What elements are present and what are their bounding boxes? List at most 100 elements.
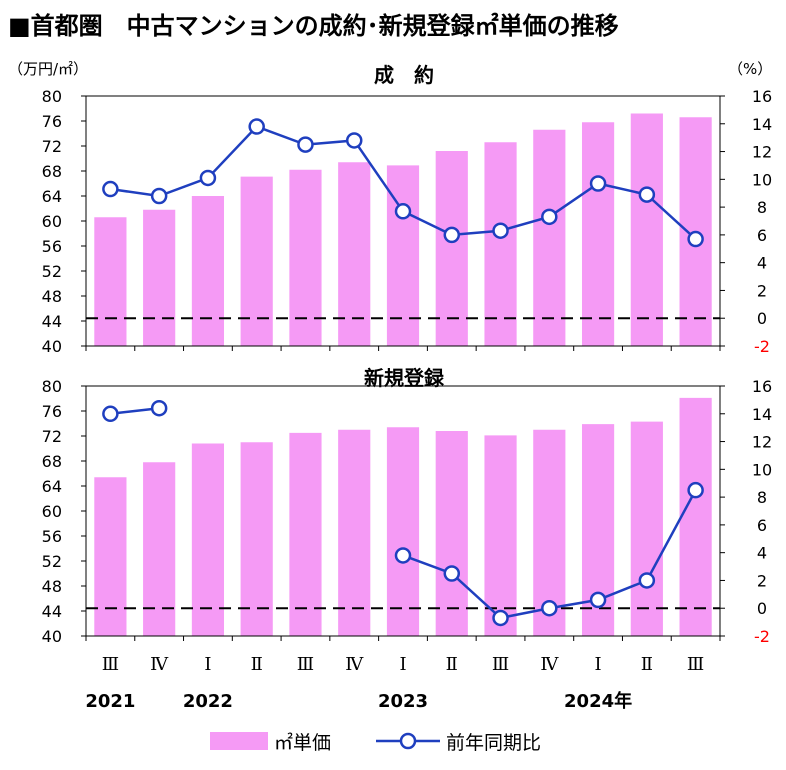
contract-right-tick-label: 6 xyxy=(757,226,767,245)
contract-left-tick-label: 68 xyxy=(42,162,62,181)
new-listing-left-tick-label: 48 xyxy=(42,577,62,596)
x-year-label: 2023 xyxy=(378,691,428,712)
legend-bar-label: ㎡単価 xyxy=(274,731,332,754)
x-category-label: Ⅳ xyxy=(540,654,559,675)
new-listing-bar xyxy=(338,429,371,636)
contract-left-tick-label: 76 xyxy=(42,112,62,131)
new-listing-bar xyxy=(484,435,517,636)
new-listing-right-tick-label: 6 xyxy=(757,516,767,535)
x-category-label: Ⅱ xyxy=(251,654,263,675)
contract-yoy-point xyxy=(345,132,363,149)
new-listing-left-tick-label: 44 xyxy=(42,602,62,621)
contract-right-tick-label: -2 xyxy=(754,337,770,356)
x-category-label: Ⅰ xyxy=(595,654,602,675)
contract-yoy-point xyxy=(248,118,265,135)
x-category-label: Ⅳ xyxy=(150,654,169,675)
contract-right-tick-label: 16 xyxy=(752,87,772,106)
contract-left-tick-label: 80 xyxy=(42,87,62,106)
new-listing-right-tick-label: 10 xyxy=(752,460,772,479)
new-listing-yoy-point xyxy=(638,572,656,589)
new-listing-bar xyxy=(240,442,273,636)
contract-left-tick-label: 40 xyxy=(42,337,62,356)
contract-bar xyxy=(94,217,127,346)
new-listing-yoy-point xyxy=(687,481,704,499)
new-listing-yoy-point xyxy=(102,405,119,423)
new-listing-left-tick-label: 56 xyxy=(42,527,62,546)
new-listing-right-tick-label: 8 xyxy=(757,488,767,507)
new-listing-right-tick-label: 2 xyxy=(757,571,767,590)
contract-bar xyxy=(289,169,322,346)
new-listing-left-tick-label: 40 xyxy=(42,627,62,646)
new-listing-left-tick-label: 60 xyxy=(42,502,62,521)
legend-line-label: 前年同期比 xyxy=(446,731,542,754)
x-category-label: Ⅲ xyxy=(297,654,314,675)
legend-line: 前年同期比 xyxy=(376,726,541,756)
contract-right-tick-label: 0 xyxy=(757,309,767,328)
new-listing-left-tick-label: 68 xyxy=(42,452,62,471)
x-category-label: Ⅰ xyxy=(399,654,406,675)
contract-left-tick-label: 72 xyxy=(42,137,62,156)
contract-bar xyxy=(191,196,225,346)
contract-right-tick-label: 8 xyxy=(757,198,767,217)
right-axis-unit: （%） xyxy=(728,60,773,78)
contract-yoy-point xyxy=(199,169,217,187)
new-listing-bar xyxy=(94,477,127,636)
new-listing-yoy-point xyxy=(589,591,607,609)
contract-left-tick-label: 60 xyxy=(42,212,62,231)
new-listing-yoy-point xyxy=(150,399,168,417)
contract-yoy-point xyxy=(102,180,119,198)
x-category-label: Ⅲ xyxy=(492,654,509,675)
new-listing-left-tick-label: 72 xyxy=(42,427,62,446)
x-year-label: 2022 xyxy=(183,691,233,712)
contract-bar xyxy=(240,176,273,346)
contract-yoy-point xyxy=(687,230,704,248)
contract-left-tick-label: 56 xyxy=(42,237,62,256)
x-year-label: 2021 xyxy=(85,691,135,712)
new-listing-bar xyxy=(191,443,225,636)
contract-right-tick-label: 10 xyxy=(752,170,772,189)
new-listing-left-tick-label: 64 xyxy=(42,477,62,496)
contract-right-tick-label: 14 xyxy=(752,115,772,134)
new-listing-left-tick-label: 76 xyxy=(42,402,62,421)
x-category-label: Ⅲ xyxy=(102,654,119,675)
new-listing-yoy-point xyxy=(443,565,461,582)
new-listing-bar xyxy=(289,432,322,636)
contract-left-tick-label: 48 xyxy=(42,287,62,306)
legend-bar: ㎡単価 xyxy=(210,726,331,756)
contract-bar xyxy=(533,129,566,346)
contract-yoy-point xyxy=(492,222,509,239)
new-listing-bar xyxy=(143,462,176,636)
new-listing-right-tick-label: 12 xyxy=(752,433,772,452)
contract-yoy-point xyxy=(443,226,461,244)
new-listing-bar xyxy=(386,427,420,636)
chart-title: ■首都圏 中古マンションの成約･新規登録㎡単価の推移 xyxy=(8,12,619,40)
x-category-label: Ⅱ xyxy=(446,654,458,675)
x-year-label: 2024年 xyxy=(564,690,632,712)
contract-bar xyxy=(484,142,517,346)
contract-right-tick-label: 12 xyxy=(752,143,772,162)
x-category-label: Ⅰ xyxy=(204,654,211,675)
contract-panel-title: 成 約 xyxy=(374,63,434,87)
new-listing-right-tick-label: 0 xyxy=(757,599,767,618)
contract-yoy-point xyxy=(638,186,656,203)
new-listing-right-tick-label: -2 xyxy=(754,627,770,646)
new-listing-right-tick-label: 4 xyxy=(757,544,767,563)
x-category-label: Ⅳ xyxy=(345,654,364,675)
contract-right-tick-label: 2 xyxy=(757,281,767,300)
legend-bar-swatch xyxy=(210,732,268,750)
contract-bar xyxy=(581,122,615,346)
new-listing-yoy-point xyxy=(541,599,558,617)
new-listing-bar xyxy=(435,431,468,636)
x-category-label: Ⅱ xyxy=(641,654,653,675)
contract-bar xyxy=(435,151,468,346)
new-listing-bar xyxy=(679,397,712,636)
contract-yoy-point xyxy=(589,175,607,192)
new-listing-yoy-point xyxy=(394,547,412,564)
left-axis-unit: （万円/㎡） xyxy=(8,60,89,78)
new-listing-left-tick-label: 80 xyxy=(42,377,62,396)
contract-yoy-point xyxy=(150,187,168,205)
contract-bar xyxy=(630,113,663,346)
contract-yoy-point xyxy=(541,208,558,226)
contract-yoy-point xyxy=(394,203,412,220)
contract-left-tick-label: 44 xyxy=(42,312,62,331)
